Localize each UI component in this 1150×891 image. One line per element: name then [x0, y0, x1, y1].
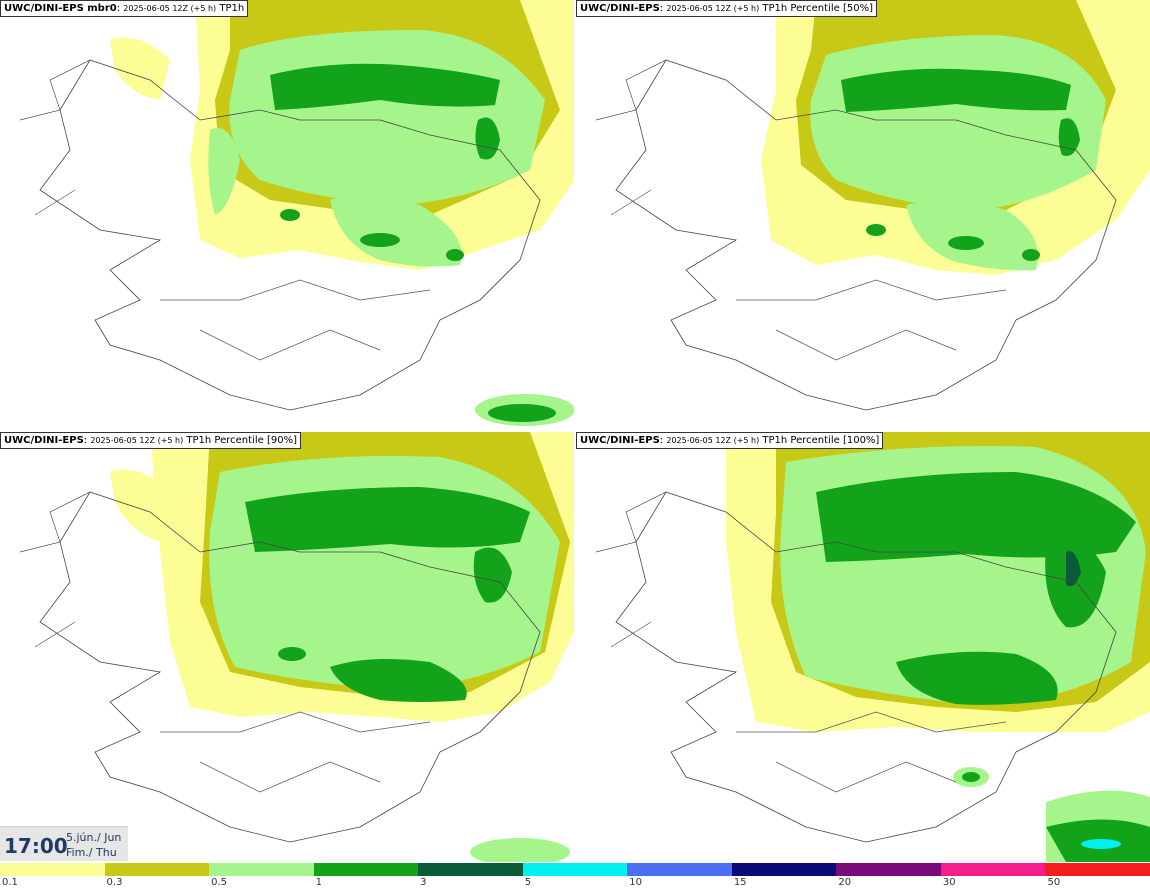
- precip-map: [19, 0, 574, 426]
- valid-date: 5.jún./ Jun: [66, 831, 122, 844]
- legend-ticks: 0.1 0.3 0.5 1 3 5 10 15 20 30 50: [0, 876, 1150, 891]
- legend-swatch: [940, 863, 1046, 876]
- legend-tick-label: 30: [942, 877, 956, 888]
- legend-swatch: [313, 863, 419, 876]
- legend-tick-label: 1: [315, 877, 322, 888]
- precip-map: [595, 0, 1150, 411]
- legend-swatch: [1045, 863, 1150, 876]
- legend-tick-label: 0.1: [2, 877, 18, 888]
- legend-swatch: [627, 863, 732, 876]
- map-panel-p90: UWC/DINI-EPS: 2025-06-05 12Z (+5 h) TP1h…: [0, 432, 574, 862]
- legend-swatch: [731, 863, 837, 876]
- legend-tick-label: 50: [1047, 877, 1061, 888]
- legend-swatch: [836, 863, 941, 876]
- legend-swatch: [209, 863, 314, 876]
- precip-map: [19, 432, 574, 862]
- legend-tick-label: 5: [524, 877, 532, 888]
- legend-tick-label: 0.5: [211, 877, 227, 888]
- panel-title: UWC/DINI-EPS: 2025-06-05 12Z (+5 h) TP1h…: [576, 432, 884, 449]
- legend-tick-label: 15: [733, 877, 747, 888]
- legend-tick-label: 0.3: [106, 877, 123, 888]
- legend-tick-label: 10: [629, 877, 642, 888]
- legend-tick-label: 3: [420, 877, 427, 888]
- map-panel-p50: UWC/DINI-EPS: 2025-06-05 12Z (+5 h) TP1h…: [576, 0, 1150, 430]
- legend-swatch: [418, 863, 523, 876]
- legend-swatch: [104, 863, 210, 876]
- precip-map: [595, 432, 1150, 862]
- panel-title: UWC/DINI-EPS: 2025-06-05 12Z (+5 h) TP1h…: [576, 0, 877, 17]
- legend-tick-label: 20: [838, 877, 852, 888]
- color-legend: [0, 863, 1150, 876]
- valid-time-box: 17:00 5.jún./ Jun Fim./ Thu: [0, 826, 128, 861]
- map-panel-p100: UWC/DINI-EPS: 2025-06-05 12Z (+5 h) TP1h…: [576, 432, 1150, 862]
- map-panel-mbr0: UWC/DINI-EPS mbr0: 2025-06-05 12Z (+5 h)…: [0, 0, 574, 430]
- valid-time: 17:00: [4, 834, 68, 858]
- legend-swatch: [522, 863, 628, 876]
- legend-swatch: [0, 863, 105, 876]
- panel-title: UWC/DINI-EPS: 2025-06-05 12Z (+5 h) TP1h…: [0, 432, 301, 449]
- valid-weekday: Fim./ Thu: [66, 846, 117, 859]
- panel-title: UWC/DINI-EPS mbr0: 2025-06-05 12Z (+5 h)…: [0, 0, 249, 17]
